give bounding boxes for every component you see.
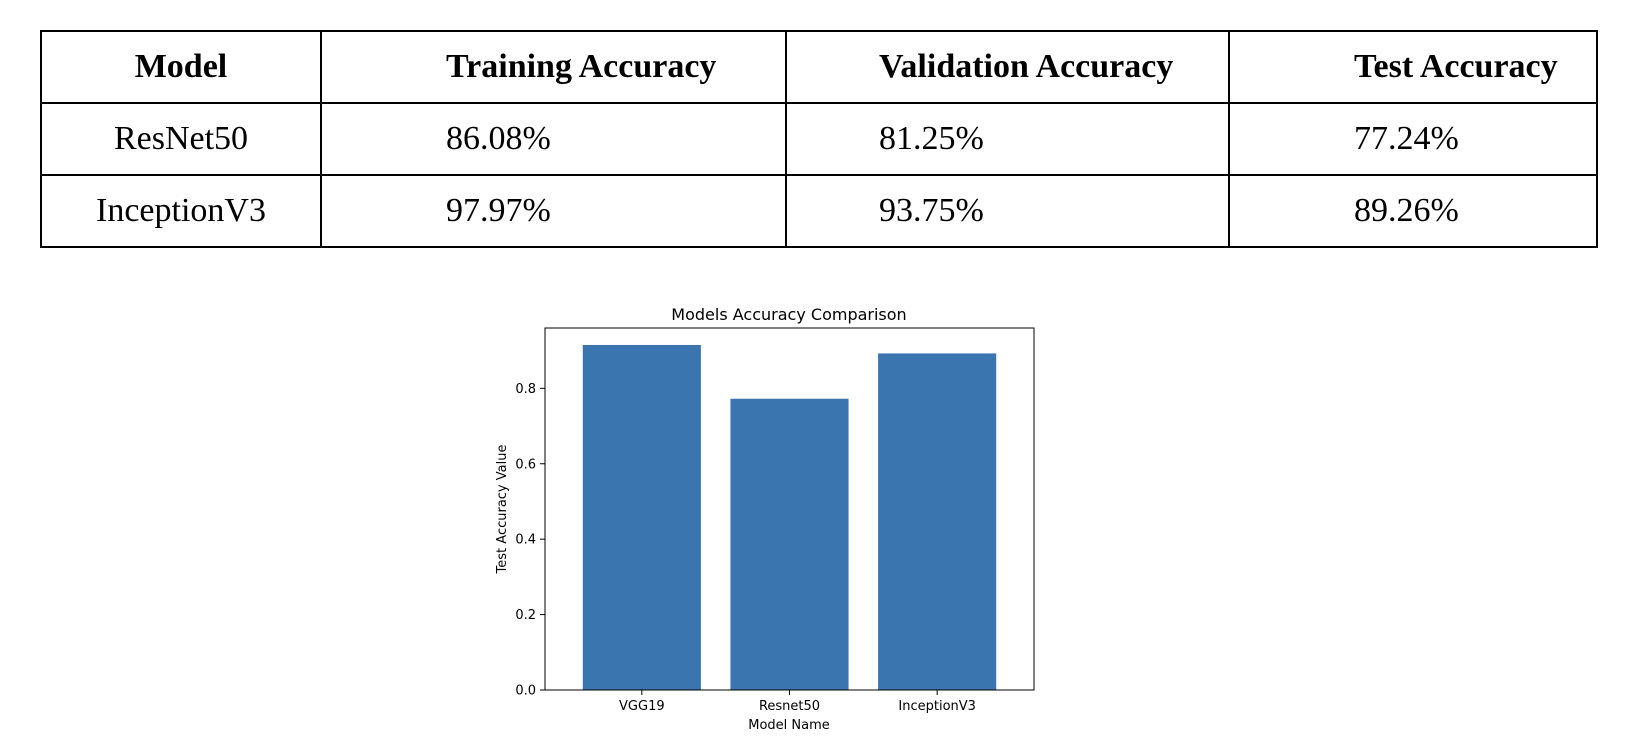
y-axis-ticks: 0.0 0.2 0.4 0.6 0.8 — [515, 382, 545, 699]
bars-group — [582, 344, 997, 690]
x-axis-label: Model Name — [748, 718, 830, 733]
cell-validation-accuracy: 81.25% — [785, 102, 1230, 176]
chart-title: Models Accuracy Comparison — [671, 305, 906, 324]
cell-validation-accuracy: 93.75% — [785, 174, 1230, 248]
header-validation-accuracy: Validation Accuracy — [785, 30, 1230, 104]
x-tick-label: InceptionV3 — [898, 699, 976, 714]
header-model: Model — [40, 30, 322, 104]
header-test-accuracy: Test Accuracy — [1228, 30, 1598, 104]
table-row: InceptionV3 97.97% 93.75% 89.26% — [40, 174, 1598, 248]
header-training-accuracy: Training Accuracy — [320, 30, 787, 104]
bar-resnet50 — [730, 398, 849, 690]
x-tick-label: Resnet50 — [759, 699, 820, 714]
bar-inceptionv3 — [878, 353, 997, 690]
y-tick-label: 0.2 — [515, 608, 536, 623]
x-tick-label: VGG19 — [619, 699, 665, 714]
cell-model: InceptionV3 — [40, 174, 322, 248]
y-tick-label: 0.8 — [515, 382, 536, 397]
cell-model: ResNet50 — [40, 102, 322, 176]
table-header-row: Model Training Accuracy Validation Accur… — [40, 30, 1598, 104]
y-tick-label: 0.6 — [515, 457, 536, 472]
bar-vgg19 — [582, 344, 701, 690]
y-axis-label: Test Accuracy Value — [495, 445, 510, 575]
table-row: ResNet50 86.08% 81.25% 77.24% — [40, 102, 1598, 176]
y-tick-label: 0.4 — [515, 533, 536, 548]
results-table: Model Training Accuracy Validation Accur… — [40, 30, 1598, 248]
cell-test-accuracy: 89.26% — [1228, 174, 1598, 248]
y-tick-label: 0.0 — [515, 684, 536, 699]
cell-training-accuracy: 97.97% — [320, 174, 787, 248]
cell-test-accuracy: 77.24% — [1228, 102, 1598, 176]
x-axis-ticks: VGG19 Resnet50 InceptionV3 — [619, 690, 976, 714]
cell-training-accuracy: 86.08% — [320, 102, 787, 176]
